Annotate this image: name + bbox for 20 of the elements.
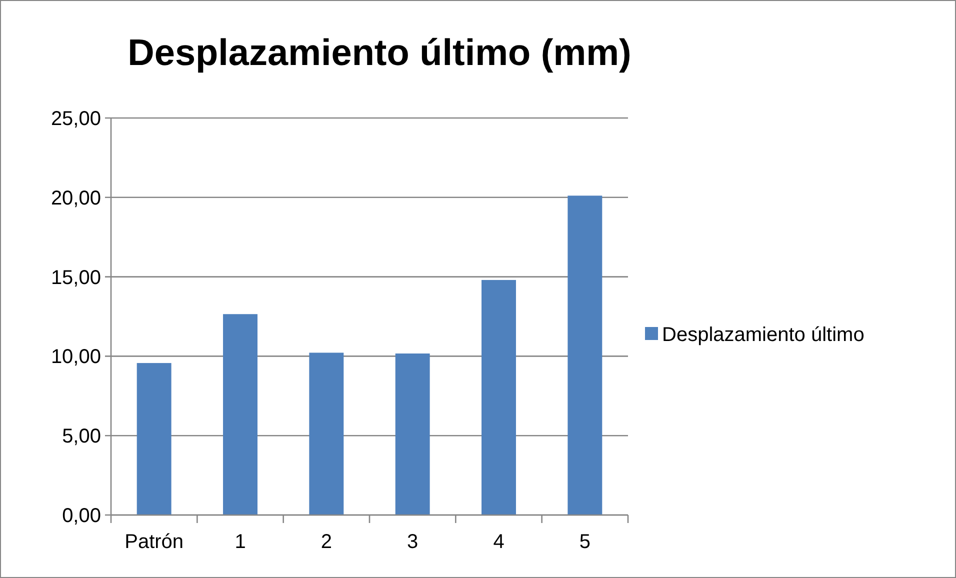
y-tick-label: 0,00 — [62, 505, 101, 527]
y-tick-label: 15,00 — [50, 266, 101, 289]
bar — [223, 314, 258, 515]
y-tick-label: 25,00 — [50, 108, 101, 130]
y-tick-label: 20,00 — [50, 187, 101, 210]
bar — [395, 354, 430, 515]
chart-title: Desplazamiento último (mm) — [128, 32, 632, 73]
bar — [482, 280, 516, 515]
bar — [136, 363, 172, 515]
x-tick-label: 5 — [579, 531, 590, 553]
x-tick-label: 2 — [320, 531, 332, 553]
x-tick-label: Patrón — [124, 531, 184, 553]
x-tick-label: 3 — [407, 531, 418, 553]
y-tick-label: 10,00 — [50, 346, 101, 368]
legend-label: Desplazamiento último — [662, 324, 864, 346]
bar — [568, 196, 602, 515]
x-tick-label: 1 — [234, 531, 246, 553]
x-tick-label: 4 — [493, 531, 504, 553]
y-tick-label: 5,00 — [62, 426, 101, 448]
bar — [309, 352, 344, 515]
